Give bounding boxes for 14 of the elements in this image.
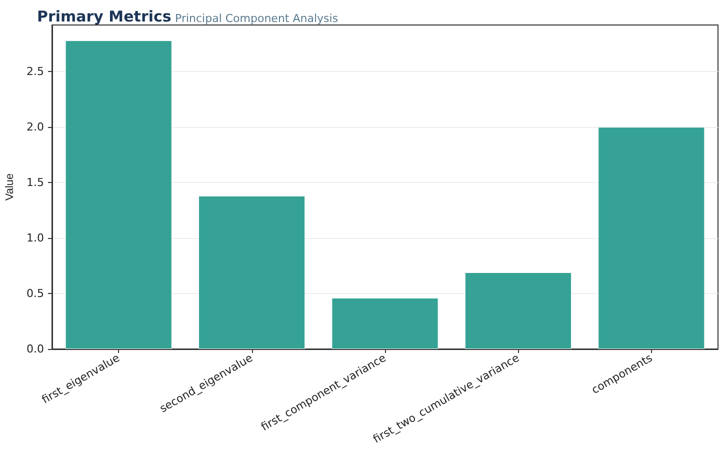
y-tick-label: 0.0 <box>26 342 44 356</box>
y-tick-label: 2.0 <box>26 120 44 134</box>
y-tick-label: 0.5 <box>26 287 44 300</box>
y-axis-title: Value <box>4 173 16 201</box>
chart-title: Primary Metrics <box>37 8 172 26</box>
chart-subtitle: Principal Component Analysis <box>175 12 338 25</box>
y-tick-label: 2.5 <box>26 65 44 78</box>
bar <box>598 127 705 349</box>
bar <box>332 298 438 349</box>
bar <box>65 40 172 349</box>
bar <box>198 196 306 349</box>
y-tick-label: 1.5 <box>26 176 44 190</box>
bar <box>464 272 572 349</box>
y-tick-label: 1.0 <box>26 232 44 245</box>
